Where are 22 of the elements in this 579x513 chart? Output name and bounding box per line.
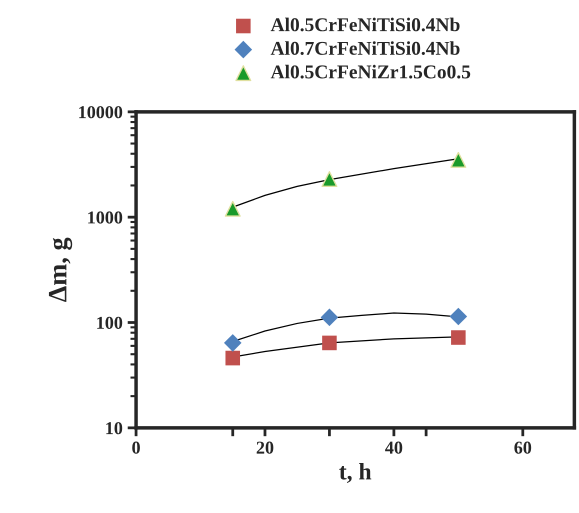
x-axis-title: t, h <box>339 462 372 484</box>
point <box>225 350 240 366</box>
point <box>450 152 466 168</box>
y-tick-label: 10000 <box>79 106 122 118</box>
y-tick-label: 1000 <box>88 211 122 224</box>
point <box>322 336 337 350</box>
legend-label: Al0.7CrFeNiTiSi0.4Nb <box>270 41 460 55</box>
point <box>320 308 338 326</box>
y-tick-label: 10 <box>106 422 122 434</box>
point <box>224 334 242 352</box>
x-tick-label: 60 <box>514 442 532 454</box>
y-tick-label: 100 <box>97 316 122 329</box>
x-tick-label: 20 <box>256 442 274 454</box>
legend-label: Al0.5CrFeNiZr1.5Co0.5 <box>270 64 470 79</box>
point <box>321 171 338 188</box>
legend-label: Al0.5CrFeNiTiSi0.4Nb <box>270 18 460 32</box>
point <box>450 308 468 326</box>
x-tick-label: 40 <box>385 442 402 454</box>
point <box>224 200 241 217</box>
x-tick-label: 0 <box>132 442 140 454</box>
point <box>451 330 466 345</box>
y-axis-title: Δm, g <box>48 238 72 302</box>
